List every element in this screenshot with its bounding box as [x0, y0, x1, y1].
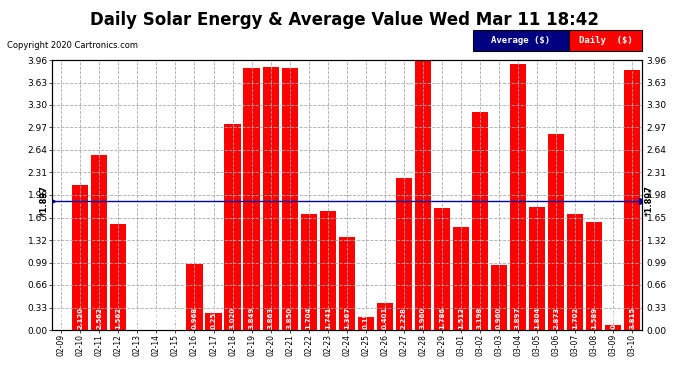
Bar: [377, 303, 393, 330]
Bar: [72, 186, 88, 330]
Bar: [624, 70, 640, 330]
Bar: [567, 214, 583, 330]
Text: 0.191: 0.191: [363, 306, 368, 328]
Bar: [186, 264, 203, 330]
Text: 3.020: 3.020: [230, 306, 235, 328]
Bar: [319, 211, 336, 330]
Text: 3.897: 3.897: [515, 306, 521, 328]
Text: 1.786: 1.786: [439, 306, 445, 328]
Text: 1.741: 1.741: [325, 306, 331, 328]
Text: 3.863: 3.863: [268, 306, 274, 328]
Text: *1.897: *1.897: [645, 185, 654, 216]
Bar: [110, 224, 126, 330]
Bar: [529, 207, 545, 330]
Bar: [396, 178, 412, 330]
Bar: [586, 222, 602, 330]
Text: 0.000: 0.000: [172, 306, 179, 328]
Text: 1.804: 1.804: [534, 306, 540, 328]
Bar: [301, 214, 317, 330]
Text: 2.120: 2.120: [77, 307, 83, 328]
Text: 0.401: 0.401: [382, 306, 388, 328]
Text: 1.367: 1.367: [344, 306, 350, 328]
Text: *1.897: *1.897: [39, 185, 48, 216]
Text: 1.704: 1.704: [306, 306, 312, 328]
Text: 3.850: 3.850: [286, 306, 293, 328]
Text: 2.873: 2.873: [553, 306, 559, 328]
Text: 3.815: 3.815: [629, 306, 635, 328]
Text: 3.960: 3.960: [420, 306, 426, 328]
Bar: [244, 68, 259, 330]
Text: 0.000: 0.000: [153, 306, 159, 328]
Text: 2.228: 2.228: [401, 307, 407, 328]
Bar: [415, 60, 431, 330]
Text: 1.512: 1.512: [458, 307, 464, 328]
Text: 3.849: 3.849: [248, 306, 255, 328]
Bar: [282, 68, 297, 330]
Bar: [224, 124, 241, 330]
Bar: [206, 313, 221, 330]
Text: 1.589: 1.589: [591, 306, 597, 328]
Text: 0.255: 0.255: [210, 307, 217, 328]
Text: 2.562: 2.562: [97, 307, 102, 328]
Text: 1.702: 1.702: [572, 306, 578, 328]
Bar: [434, 208, 450, 330]
Bar: [548, 134, 564, 330]
Bar: [491, 264, 507, 330]
Bar: [357, 317, 374, 330]
Text: Average ($): Average ($): [491, 36, 551, 45]
Text: Daily  ($): Daily ($): [579, 36, 632, 45]
Text: 0.000: 0.000: [135, 306, 140, 328]
Bar: [453, 227, 469, 330]
Text: 1.562: 1.562: [115, 307, 121, 328]
Bar: [339, 237, 355, 330]
Text: Daily Solar Energy & Average Value Wed Mar 11 18:42: Daily Solar Energy & Average Value Wed M…: [90, 11, 600, 29]
Bar: [262, 67, 279, 330]
Text: 0.968: 0.968: [192, 306, 197, 328]
Bar: [91, 155, 108, 330]
Text: Copyright 2020 Cartronics.com: Copyright 2020 Cartronics.com: [7, 41, 138, 50]
Text: 0.075: 0.075: [610, 306, 616, 328]
Bar: [510, 64, 526, 330]
Text: 3.198: 3.198: [477, 306, 483, 328]
Bar: [472, 112, 488, 330]
Text: 0.000: 0.000: [58, 306, 64, 328]
Text: 0.960: 0.960: [496, 306, 502, 328]
Bar: [605, 325, 621, 330]
